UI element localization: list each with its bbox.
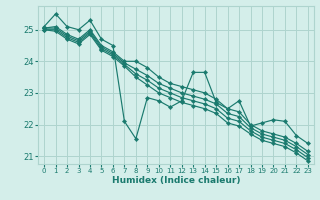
- X-axis label: Humidex (Indice chaleur): Humidex (Indice chaleur): [112, 176, 240, 185]
